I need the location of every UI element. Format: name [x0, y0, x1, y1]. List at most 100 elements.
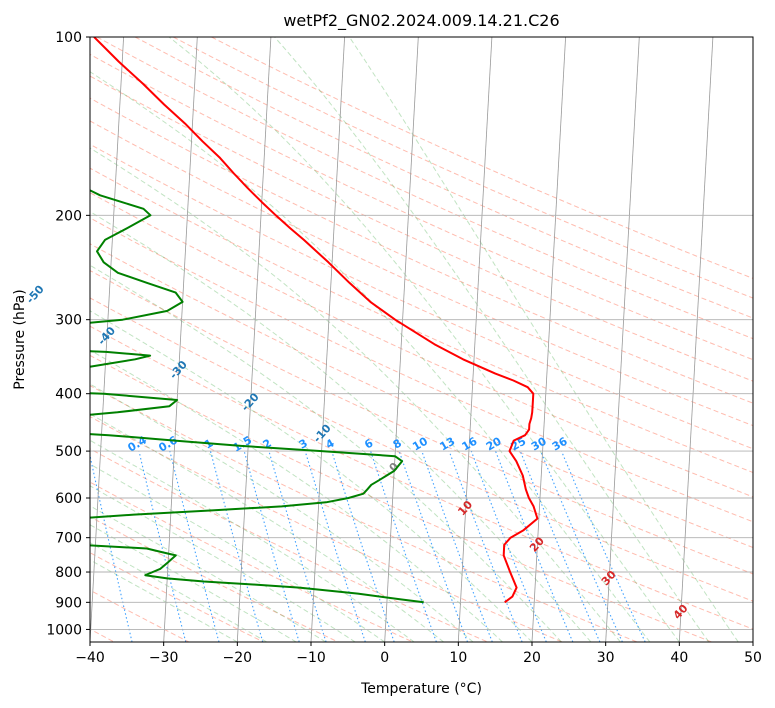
dry-adiabat [90, 192, 753, 498]
mixing-ratio-line [209, 450, 264, 642]
moist-adiabat [274, 37, 710, 642]
moist-adiabat [90, 463, 385, 642]
moist-adiabat [90, 542, 268, 642]
x-tick-label: 30 [597, 650, 615, 666]
moist-adiabat [90, 71, 651, 642]
x-axis: −40 −30 −20 −10 0 10 20 30 40 50 [75, 642, 762, 666]
isotherm-label: 30 [599, 568, 619, 588]
y-tick-label: 700 [55, 531, 82, 547]
mixing-ratio-line [494, 450, 574, 642]
isotherm-line [752, 634, 753, 642]
y-tick-label: 900 [55, 595, 82, 611]
moist-adiabat [168, 37, 680, 642]
x-tick-label: 50 [744, 650, 762, 666]
x-tick-label: 20 [523, 650, 541, 666]
isotherm-line [531, 37, 566, 642]
isotherm-line [163, 37, 198, 642]
mixing-ratio-line [169, 450, 220, 642]
dry-adiabat [90, 481, 414, 642]
dry-adiabat [90, 448, 488, 642]
dry-adiabat [90, 97, 753, 404]
dry-adiabat [90, 354, 712, 642]
moist-adiabat [90, 485, 356, 642]
moist-adiabat [90, 264, 562, 642]
dry-adiabat [90, 384, 638, 642]
moist-adiabat [90, 310, 533, 642]
mixing-ratio-line [540, 450, 623, 642]
y-tick-label: 100 [55, 30, 82, 46]
x-axis-label: Temperature (°C) [360, 681, 482, 697]
dry-adiabat [90, 167, 753, 474]
dewpoint-profile-line [90, 189, 424, 604]
isotherm-line [457, 37, 493, 642]
chart-title: wetPf2_GN02.2024.009.14.21.C26 [283, 11, 559, 31]
isotherm-label: 40 [671, 602, 691, 622]
x-tick-label: −30 [149, 650, 179, 666]
x-tick-label: 0 [380, 650, 389, 666]
y-axis-label: Pressure (hPa) [12, 289, 28, 389]
dry-adiabat [90, 416, 563, 642]
mixing-ratio-line [421, 450, 493, 642]
mixing-ratio-line [243, 450, 300, 642]
mixing-ratio-label: 6 [362, 436, 375, 451]
moist-adiabat [90, 439, 415, 642]
isotherm-line [310, 37, 345, 642]
mixing-ratio-line [268, 450, 327, 642]
moist-adiabat [90, 413, 444, 642]
dry-adiabat [90, 217, 753, 523]
mixing-ratio-line [398, 450, 469, 642]
moist-adiabat [90, 147, 621, 642]
temperature-profile-line [93, 37, 539, 604]
isotherm-line [605, 37, 640, 642]
y-tick-label: 600 [55, 491, 82, 507]
isotherm-line [678, 37, 714, 642]
grid [90, 37, 753, 642]
dry-adiabat [90, 269, 753, 575]
isotherm-line [90, 37, 124, 642]
mixing-ratio-line [560, 450, 646, 642]
y-tick-label: 300 [55, 313, 82, 329]
x-tick-label: 40 [670, 650, 688, 666]
moist-adiabat [90, 383, 474, 642]
dry-adiabat [90, 53, 753, 361]
dry-adiabat [90, 243, 753, 549]
y-tick-label: 1000 [46, 622, 82, 638]
mixing-ratio-line [331, 450, 395, 642]
isotherm-label: -40 [95, 324, 118, 348]
mixing-ratio-line [370, 450, 437, 642]
y-axis: 100 200 300 400 500 600 700 800 900 1000 [46, 30, 90, 638]
y-tick-label: 800 [55, 565, 82, 581]
dry-adiabat [134, 37, 753, 319]
x-tick-label: −10 [296, 650, 326, 666]
mixing-ratio-line [448, 450, 523, 642]
y-tick-label: 500 [55, 444, 82, 460]
moist-adiabat [348, 37, 739, 642]
x-tick-label: −20 [223, 650, 253, 666]
mixing-ratio-line [519, 450, 601, 642]
isotherm-line [384, 37, 419, 642]
dry-adiabat [90, 143, 753, 450]
background-lines [90, 37, 753, 642]
series-group [90, 37, 539, 604]
dry-adiabat [90, 516, 339, 642]
plot-frame [89, 36, 754, 643]
x-tick-label: −40 [75, 650, 105, 666]
dry-adiabat [173, 37, 753, 299]
mixing-ratio-line [90, 453, 133, 642]
dry-adiabat [90, 75, 753, 382]
moist-adiabat [90, 505, 326, 642]
dry-adiabat [96, 37, 753, 340]
dry-adiabat [90, 325, 753, 630]
moist-adiabat [90, 211, 592, 642]
x-tick-label: 10 [449, 650, 467, 666]
isotherm-line [236, 37, 272, 642]
y-tick-label: 400 [55, 387, 82, 403]
moist-adiabat [90, 524, 297, 642]
mixing-ratio-line [470, 450, 547, 642]
dry-adiabat [90, 120, 753, 427]
y-tick-label: 200 [55, 208, 82, 224]
dry-adiabat [90, 552, 264, 642]
dry-adiabat [90, 297, 753, 602]
